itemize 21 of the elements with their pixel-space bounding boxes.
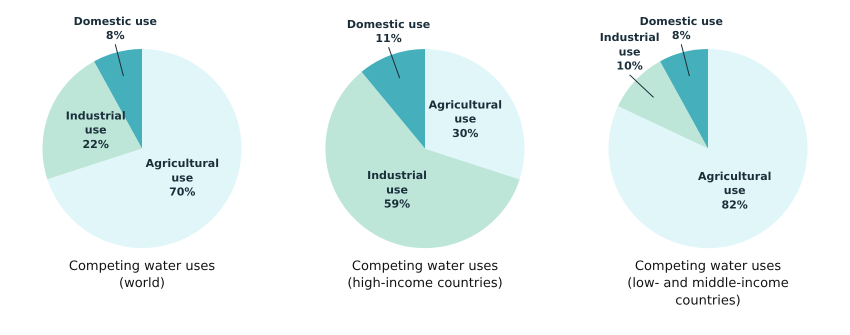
data-label: 11%: [375, 32, 402, 46]
text: Competing water uses (low- and middle-income countries): [627, 258, 789, 308]
text: Competing water uses (high-income countries): [347, 258, 503, 292]
data-label: 8%: [106, 29, 125, 42]
data-label: 10%: [616, 60, 643, 73]
data-label: 70%: [169, 186, 196, 199]
text: Competing water uses (world): [68, 258, 216, 292]
slice-label: Agricultural use: [698, 170, 772, 198]
slice-label: Industrial use: [66, 109, 126, 137]
slice-label: Agricultural use: [428, 98, 502, 126]
slice-label: Domestic use: [74, 14, 157, 28]
slice-label: Industrial use: [600, 31, 660, 58]
data-label: 82%: [722, 198, 748, 212]
data-label: 30%: [452, 127, 478, 140]
slice-label: Industrial use: [367, 169, 427, 196]
data-label: 59%: [384, 198, 410, 211]
data-label: 8%: [672, 29, 691, 42]
data-label: 22%: [82, 138, 109, 152]
slice-label: Agricultural use: [146, 157, 219, 184]
slice-label: Domestic use: [640, 14, 723, 28]
slice-label: Domestic use: [346, 18, 430, 31]
